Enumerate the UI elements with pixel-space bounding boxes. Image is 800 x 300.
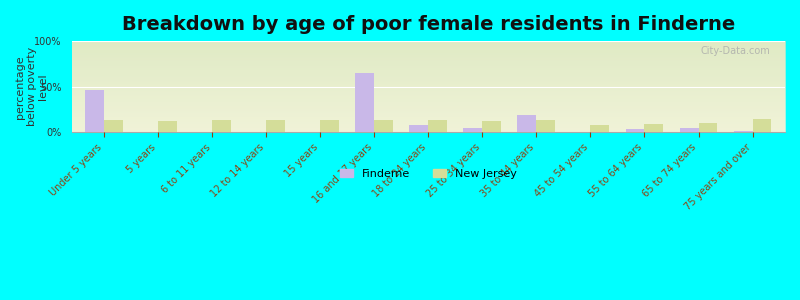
- Bar: [482, 122, 502, 132]
- Bar: [266, 120, 285, 132]
- Bar: [518, 115, 536, 132]
- Bar: [753, 119, 771, 132]
- Bar: [680, 128, 698, 132]
- Bar: [428, 120, 447, 132]
- Bar: [85, 90, 104, 132]
- Bar: [645, 124, 663, 132]
- Bar: [374, 121, 393, 132]
- Y-axis label: percentage
below poverty
level: percentage below poverty level: [15, 47, 48, 126]
- Bar: [463, 128, 482, 132]
- Bar: [698, 123, 718, 132]
- Bar: [626, 129, 645, 132]
- Bar: [734, 131, 753, 132]
- Bar: [355, 73, 374, 132]
- Text: City-Data.com: City-Data.com: [701, 46, 770, 56]
- Bar: [410, 125, 428, 132]
- Bar: [158, 122, 177, 132]
- Bar: [320, 120, 339, 132]
- Bar: [536, 121, 555, 132]
- Bar: [212, 120, 231, 132]
- Bar: [590, 125, 610, 132]
- Title: Breakdown by age of poor female residents in Finderne: Breakdown by age of poor female resident…: [122, 15, 735, 34]
- Bar: [104, 120, 123, 132]
- Legend: Finderne, New Jersey: Finderne, New Jersey: [335, 164, 521, 183]
